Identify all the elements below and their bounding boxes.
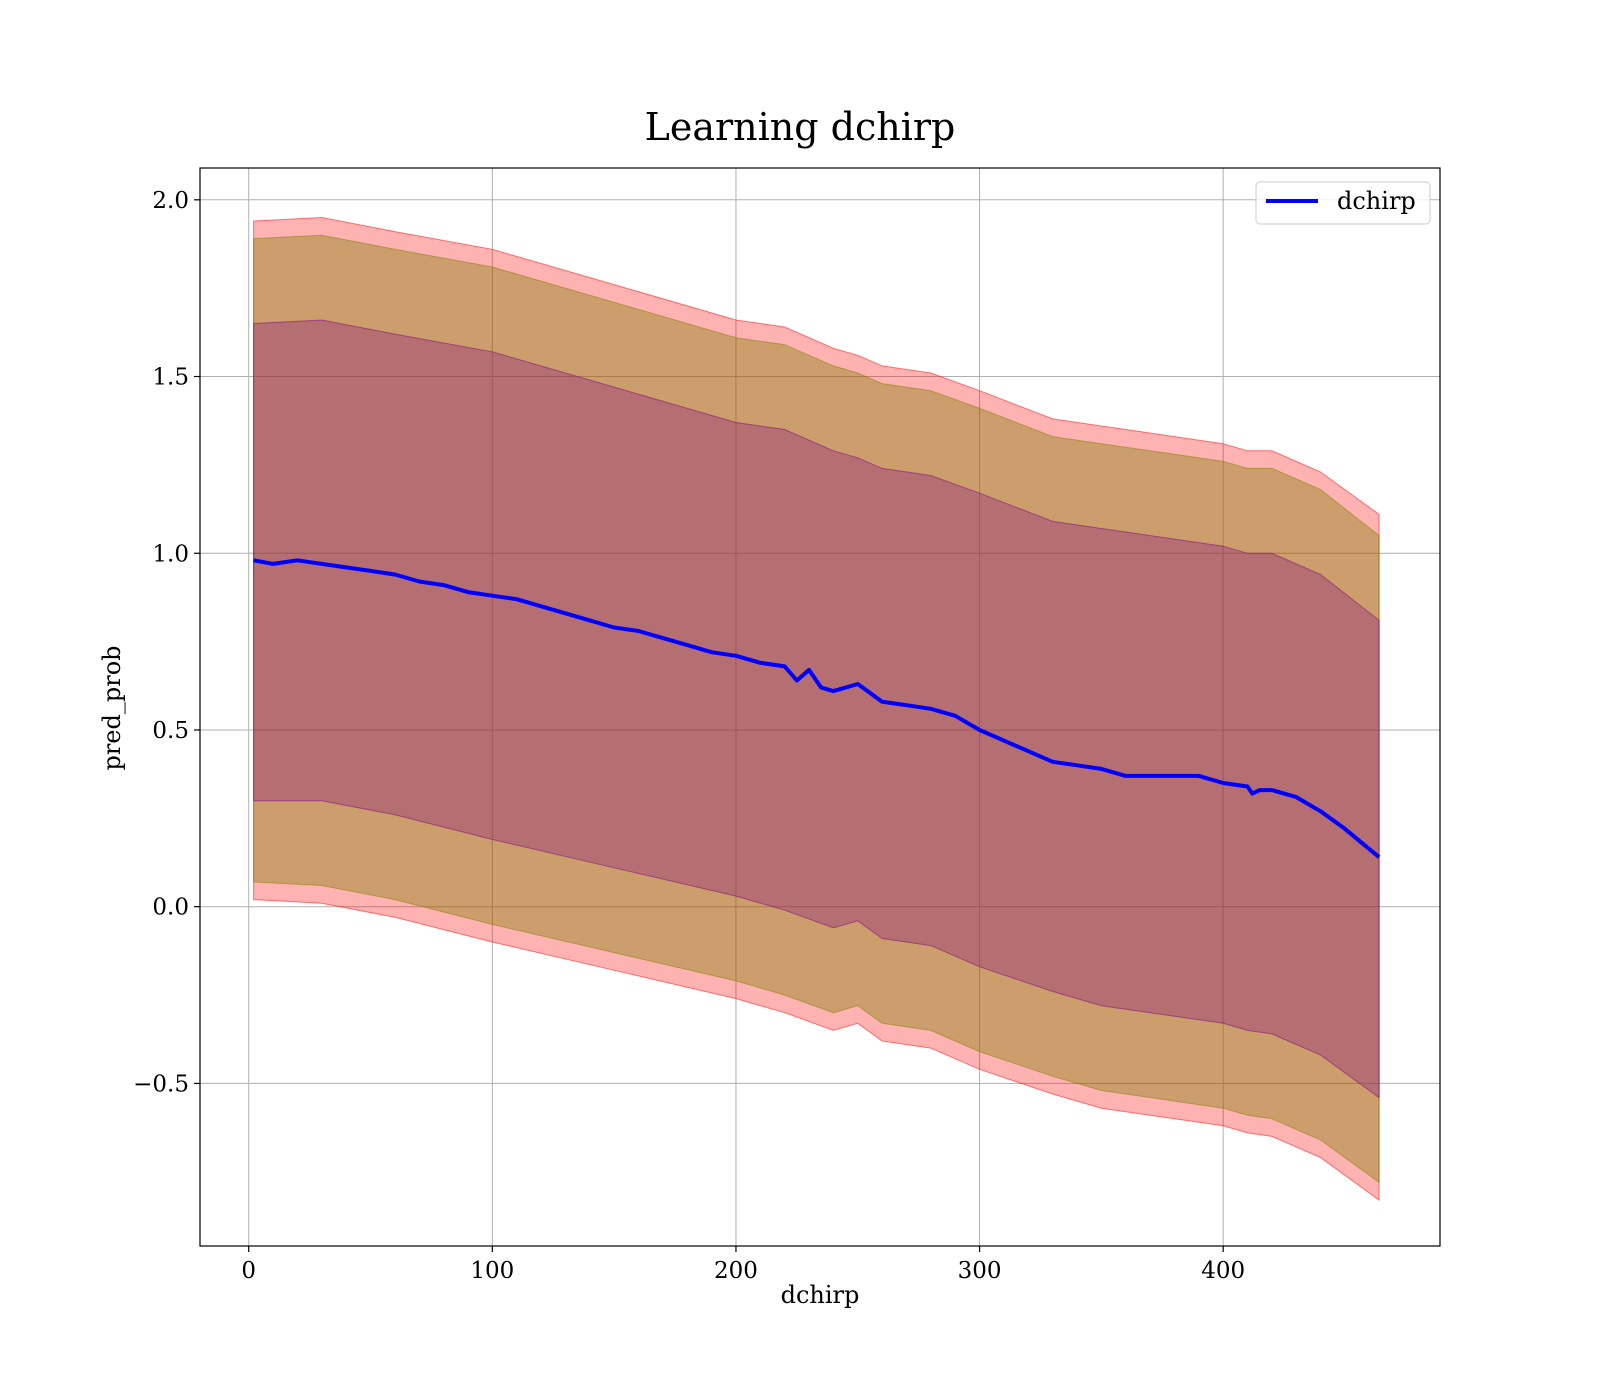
x-tick-label: 300 [958, 1258, 1002, 1284]
x-tick-label: 400 [1201, 1258, 1245, 1284]
chart-title: Learning dchirp [645, 105, 956, 149]
confidence-band [253, 319, 1380, 1099]
y-tick-label: 0.0 [152, 895, 189, 921]
x-tick-label: 0 [241, 1258, 256, 1284]
y-tick-label: 0.5 [152, 718, 189, 744]
plot-frame [199, 167, 1441, 1247]
y-tick-label: 2.0 [152, 188, 189, 214]
legend-label: dchirp [1337, 187, 1416, 215]
x-tick-label: 100 [470, 1258, 514, 1284]
grid [200, 168, 1440, 1246]
series-line [253, 558, 1381, 859]
confidence-band [253, 216, 1380, 1202]
x-axis-label: dchirp [781, 1281, 860, 1309]
confidence-bands [253, 216, 1380, 1202]
x-tick-label: 200 [714, 1258, 758, 1284]
legend-box [1255, 181, 1431, 225]
y-tick-label: 1.5 [152, 365, 189, 391]
y-axis-label: pred_prob [98, 645, 126, 770]
legend: dchirp [1255, 181, 1431, 225]
y-tick-label: 1.0 [152, 541, 189, 567]
series-lines [253, 558, 1381, 859]
confidence-band [253, 234, 1380, 1184]
axis-ticks: 0 100 200 300 400 −0.5 0.0 0.5 1.0 1.5 2.0 [133, 188, 1245, 1284]
y-tick-label: −0.5 [133, 1071, 189, 1097]
